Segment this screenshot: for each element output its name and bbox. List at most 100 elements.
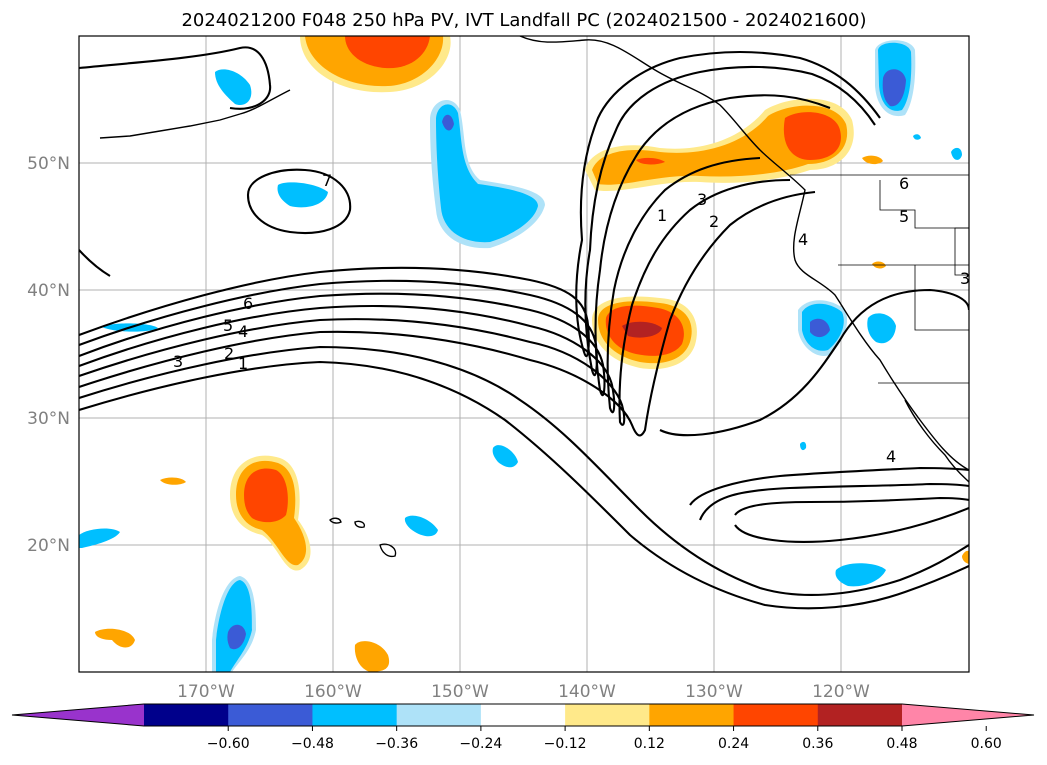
colorbar-tick-label: −0.60 — [207, 736, 250, 752]
colorbar-segments — [11, 703, 1035, 727]
colorbar-segment — [312, 704, 398, 726]
lon-label-140w: 140°W — [558, 682, 616, 702]
hawaii-kauai — [329, 517, 342, 524]
contour-label: 7 — [322, 171, 332, 190]
contour-label: 5 — [899, 207, 909, 226]
pv-contour-5 — [79, 65, 876, 377]
colorbar-segment — [565, 704, 650, 726]
pv-contour-2 — [79, 178, 791, 426]
anomaly-neg-california — [798, 300, 848, 356]
lat-labels: 50°N 40°N 30°N 20°N — [27, 154, 70, 556]
lon-labels: 170°W 160°W 150°W 140°W 130°W 120°W — [177, 682, 870, 702]
anomaly-neg-small-1 — [215, 69, 252, 106]
contour-label: 4 — [886, 447, 896, 466]
contour-label: 6 — [899, 174, 909, 193]
coastline-baja — [904, 399, 969, 483]
lon-label-120w: 120°W — [812, 682, 870, 702]
anomaly-neg-small-11 — [800, 441, 807, 451]
pv-contour-1-south-east — [734, 507, 969, 543]
colorbar-tick-label: 0.36 — [802, 736, 833, 752]
colorbar-tick-label: 0.48 — [886, 736, 917, 752]
anomaly-pos-central — [592, 296, 697, 370]
pv-contour-2-south — [79, 360, 969, 610]
hawaii-big-island — [379, 543, 397, 558]
anomaly-neg-small-6 — [404, 515, 438, 537]
pv-contour-1-west — [79, 190, 816, 437]
colorbar-segment — [144, 704, 229, 726]
anomaly-pos-hawaii-west — [230, 455, 311, 571]
pv-contour-4 — [79, 94, 831, 397]
pv-contour-7-closed — [246, 168, 352, 234]
anomaly-neg-small-10 — [913, 134, 921, 140]
pv-contour-7-north — [79, 46, 272, 110]
pv-contour-3 — [79, 156, 761, 414]
anomaly-pos-small-4 — [862, 155, 883, 165]
pv-contour-4-east — [659, 288, 969, 437]
lon-label-160w: 160°W — [304, 682, 362, 702]
coastlines — [99, 36, 969, 558]
lat-label-40n: 40°N — [27, 281, 70, 301]
colorbar-tick-label: −0.24 — [459, 736, 502, 752]
contour-label: 3 — [697, 190, 707, 209]
anomaly-neg-small-3 — [867, 313, 896, 344]
contour-label: 3 — [960, 269, 970, 288]
colorbar-tick-label: 0.12 — [634, 736, 665, 752]
anomaly-neg-small-2 — [277, 182, 328, 208]
hawaii-oahu — [354, 520, 366, 528]
pv-contour-7-west — [79, 249, 111, 277]
lat-label-30n: 30°N — [27, 409, 70, 429]
contour-label: 6 — [243, 294, 253, 313]
colorbar-segment — [733, 704, 819, 726]
colorbar-extend-low — [12, 704, 144, 726]
contour-label: 2 — [224, 344, 234, 363]
colorbar-tick-label: 0.60 — [971, 736, 1002, 752]
colorbar-tick-label: −0.36 — [375, 736, 418, 752]
colorbar-outline — [11, 703, 1035, 727]
positive-anomalies — [95, 36, 969, 672]
coastline-alaska-peninsula — [239, 89, 291, 115]
coastline-aleutians — [99, 113, 241, 139]
pv-contour-2-south-east — [734, 496, 969, 516]
contour-label: 3 — [173, 352, 183, 371]
anomaly-pos-small-2 — [95, 628, 135, 648]
negative-anomalies — [79, 40, 962, 672]
pv-contours — [79, 46, 969, 610]
contour-label: 1 — [657, 206, 667, 225]
contour-label: 1 — [238, 354, 248, 373]
map-title: 2024021200 F048 250 hPa PV, IVT Landfall… — [181, 10, 866, 31]
borders — [790, 174, 969, 384]
anomaly-neg-small-9 — [951, 147, 962, 160]
lon-label-150w: 150°W — [431, 682, 489, 702]
contour-label: 4 — [798, 230, 808, 249]
colorbar: −0.60 −0.48 −0.36 −0.24 −0.12 0.12 0.24 0.36 0.4… — [11, 703, 1035, 752]
map-frame — [78, 35, 970, 673]
contour-label: 2 — [709, 212, 719, 231]
colorbar-segment — [480, 704, 566, 726]
colorbar-tick-label: 0.24 — [718, 736, 749, 752]
map-panel: 7 6 5 4 3 2 1 1 2 3 4 6 5 4 3 — [78, 35, 970, 673]
pv-contour-3-south — [699, 482, 969, 521]
anomaly-neg-gulf-1 — [430, 99, 545, 249]
anomaly-neg-small-7 — [79, 528, 120, 548]
colorbar-extend-high — [902, 704, 1034, 726]
gridlines — [79, 36, 969, 672]
pv-contour-4-south — [689, 466, 969, 506]
anomaly-pos-small-6 — [962, 550, 969, 564]
contour-labels: 7 6 5 4 3 2 1 1 2 3 4 6 5 4 3 — [173, 171, 970, 466]
colorbar-segment — [649, 704, 735, 726]
lat-label-50n: 50°N — [27, 154, 70, 174]
pv-contour-1-south — [79, 345, 969, 597]
colorbar-tick-label: −0.48 — [291, 736, 334, 752]
lat-label-20n: 20°N — [27, 536, 70, 556]
border-nv — [914, 265, 969, 331]
coastline-north-america — [519, 36, 969, 471]
anomaly-neg-small-5 — [492, 445, 518, 468]
anomaly-pos-small-3 — [354, 641, 390, 672]
anomaly-neg-small-8 — [835, 563, 886, 587]
lon-label-130w: 130°W — [685, 682, 743, 702]
colorbar-segment — [396, 704, 482, 726]
lon-label-170w: 170°W — [177, 682, 235, 702]
colorbar-tick-label: −0.12 — [544, 736, 587, 752]
colorbar-ticks: −0.60 −0.48 −0.36 −0.24 −0.12 0.12 0.24 0.36 0.4… — [207, 726, 1002, 752]
